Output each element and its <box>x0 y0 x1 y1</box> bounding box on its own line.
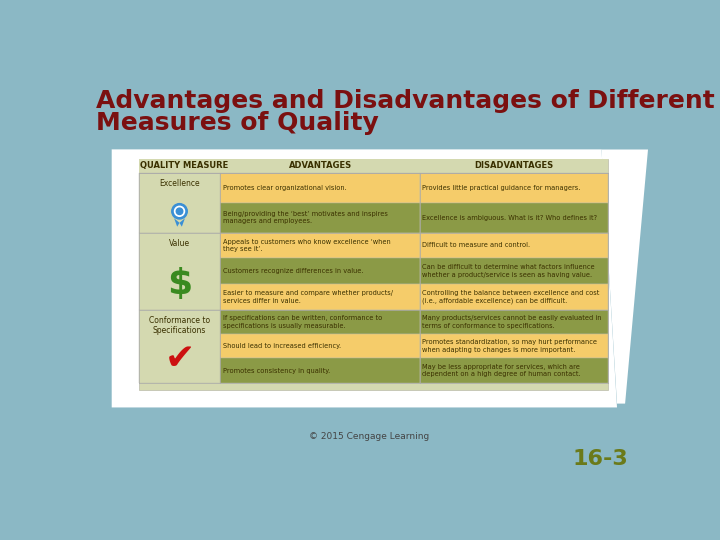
Text: ✔: ✔ <box>164 342 194 376</box>
Text: DISADVANTAGES: DISADVANTAGES <box>474 161 554 170</box>
Text: Many products/services cannot be easily evaluated in
terms of conformance to spe: Many products/services cannot be easily … <box>423 315 602 329</box>
Text: Appeals to customers who know excellence ‘when
they see it’.: Appeals to customers who know excellence… <box>222 239 390 252</box>
Circle shape <box>174 206 184 217</box>
Bar <box>139 309 220 383</box>
Text: $: $ <box>167 267 192 301</box>
Text: 16-3: 16-3 <box>573 449 629 469</box>
Bar <box>220 233 420 258</box>
Text: © 2015 Cengage Learning: © 2015 Cengage Learning <box>309 432 429 441</box>
Bar <box>139 159 608 390</box>
Text: Excellence: Excellence <box>159 179 200 188</box>
Bar <box>220 284 420 309</box>
Text: Being/providing the ‘best’ motivates and inspires
managers and employees.: Being/providing the ‘best’ motivates and… <box>222 211 387 225</box>
Text: Difficult to measure and control.: Difficult to measure and control. <box>423 242 531 248</box>
Bar <box>220 173 420 202</box>
Circle shape <box>172 204 187 219</box>
Bar <box>420 233 608 258</box>
Bar <box>420 359 608 383</box>
Bar <box>420 334 608 359</box>
Bar <box>420 284 608 309</box>
Text: Should lead to increased efficiency.: Should lead to increased efficiency. <box>222 343 341 349</box>
Bar <box>420 173 608 202</box>
Text: QUALITY MEASURE: QUALITY MEASURE <box>140 161 229 170</box>
Bar <box>220 334 420 359</box>
Text: Advantages and Disadvantages of Different: Advantages and Disadvantages of Differen… <box>96 90 715 113</box>
Text: Promotes consistency in quality.: Promotes consistency in quality. <box>222 368 330 374</box>
Bar <box>220 359 420 383</box>
Circle shape <box>176 208 183 214</box>
Bar <box>139 159 608 173</box>
Text: Provides little practical guidance for managers.: Provides little practical guidance for m… <box>423 185 581 191</box>
Text: Controlling the balance between excellence and cost
(i.e., affordable excellence: Controlling the balance between excellen… <box>423 290 600 304</box>
Text: Customers recognize differences in value.: Customers recognize differences in value… <box>222 268 363 274</box>
Polygon shape <box>112 150 617 408</box>
Polygon shape <box>90 150 648 481</box>
Bar <box>220 309 420 334</box>
Polygon shape <box>179 218 185 227</box>
Text: Easier to measure and compare whether products/
services differ in value.: Easier to measure and compare whether pr… <box>222 290 392 303</box>
Text: Measures of Quality: Measures of Quality <box>96 111 379 135</box>
Text: If specifications can be written, conformance to
specifications is usually measu: If specifications can be written, confor… <box>222 315 382 329</box>
Polygon shape <box>112 150 648 408</box>
Text: Value: Value <box>169 239 190 248</box>
Bar <box>420 309 608 334</box>
Bar <box>220 258 420 284</box>
Text: Can be difficult to determine what factors influence
whether a product/service i: Can be difficult to determine what facto… <box>423 265 595 278</box>
Text: Promotes clear organizational vision.: Promotes clear organizational vision. <box>222 185 346 191</box>
Text: Conformance to
Specifications: Conformance to Specifications <box>149 316 210 335</box>
Bar <box>139 233 220 309</box>
Text: Promotes standardization, so may hurt performance
when adapting to changes is mo: Promotes standardization, so may hurt pe… <box>423 340 598 353</box>
Bar <box>420 258 608 284</box>
Bar <box>420 202 608 233</box>
Text: Excellence is ambiguous. What is it? Who defines it?: Excellence is ambiguous. What is it? Who… <box>423 214 598 221</box>
Polygon shape <box>174 218 179 227</box>
Text: May be less appropriate for services, which are
dependent on a high degree of hu: May be less appropriate for services, wh… <box>423 364 581 377</box>
Bar <box>139 173 220 233</box>
Text: ADVANTAGES: ADVANTAGES <box>289 161 352 170</box>
Bar <box>220 202 420 233</box>
